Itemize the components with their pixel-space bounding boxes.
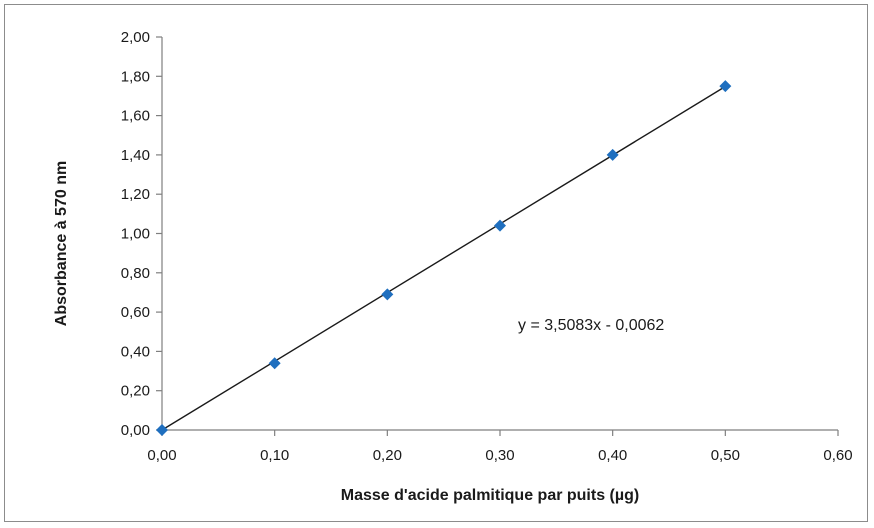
trendline — [161, 85, 726, 431]
y-tick-label: 0,60 — [121, 304, 150, 321]
data-points — [156, 80, 732, 436]
y-axis-title: Absorbance à 570 nm — [53, 161, 70, 326]
x-tick-label: 0,60 — [823, 447, 852, 464]
x-tick-label: 0,30 — [485, 447, 514, 464]
x-tick-label: 0,40 — [598, 447, 627, 464]
axes — [156, 36, 839, 436]
x-tick-label: 0,50 — [711, 447, 740, 464]
y-tick-label: 0,20 — [121, 383, 150, 400]
y-tick-label: 1,80 — [121, 68, 150, 85]
y-tick-label: 2,00 — [121, 29, 150, 46]
y-tick-label: 0,00 — [121, 422, 150, 439]
data-point — [381, 288, 394, 301]
trendline-group — [161, 85, 726, 431]
y-tick-label: 0,80 — [121, 265, 150, 282]
x-tick-label: 0,10 — [260, 447, 289, 464]
y-tick-label: 1,40 — [121, 147, 150, 164]
axis-labels: 0,00 0,20 0,40 0,60 0,80 1,00 1,20 1,40 1,60 1,80… — [53, 29, 853, 504]
x-tick-label: 0,00 — [147, 447, 176, 464]
x-axis-title: Masse d'acide palmitique par puits (µg) — [341, 487, 639, 504]
data-point — [606, 148, 619, 161]
y-tick-label: 1,20 — [121, 186, 150, 203]
x-tick-label: 0,20 — [373, 447, 402, 464]
y-tick-label: 0,40 — [121, 343, 150, 360]
data-point — [268, 357, 281, 370]
data-point — [156, 424, 168, 436]
y-tick-label: 1,60 — [121, 108, 150, 125]
data-point — [494, 219, 506, 232]
y-tick-label: 1,00 — [121, 226, 150, 243]
data-point — [719, 80, 732, 93]
trendline-equation: y = 3,5083x - 0,0062 — [518, 317, 664, 334]
